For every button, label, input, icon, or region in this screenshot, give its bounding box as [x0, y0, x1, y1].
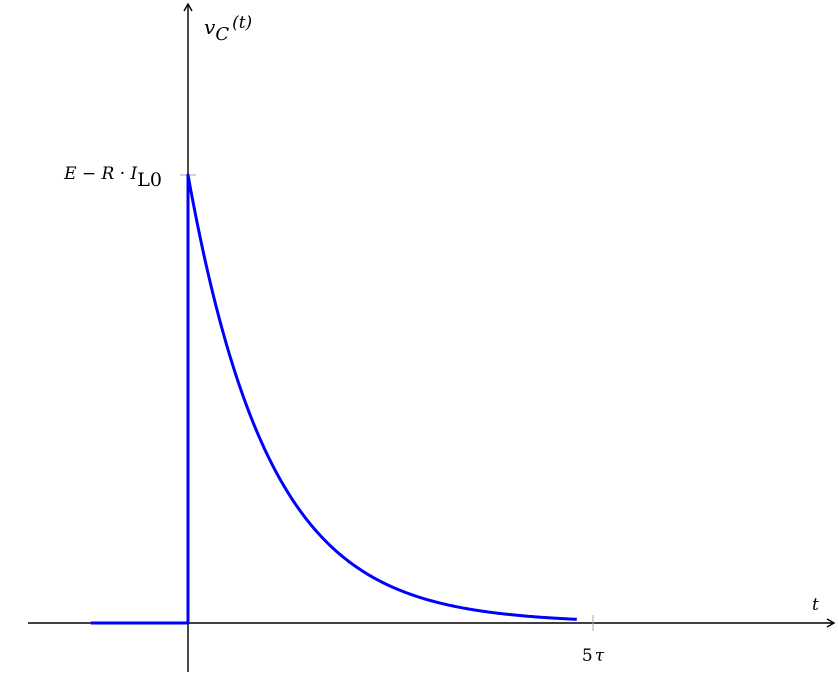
y-tick-label: E − R · IL0 — [63, 164, 162, 191]
x-axis-label: t — [812, 595, 819, 615]
axis-ticks — [180, 174, 594, 631]
y-axis-label: vC(t) — [204, 13, 252, 45]
series-line-vc — [90, 173, 577, 625]
